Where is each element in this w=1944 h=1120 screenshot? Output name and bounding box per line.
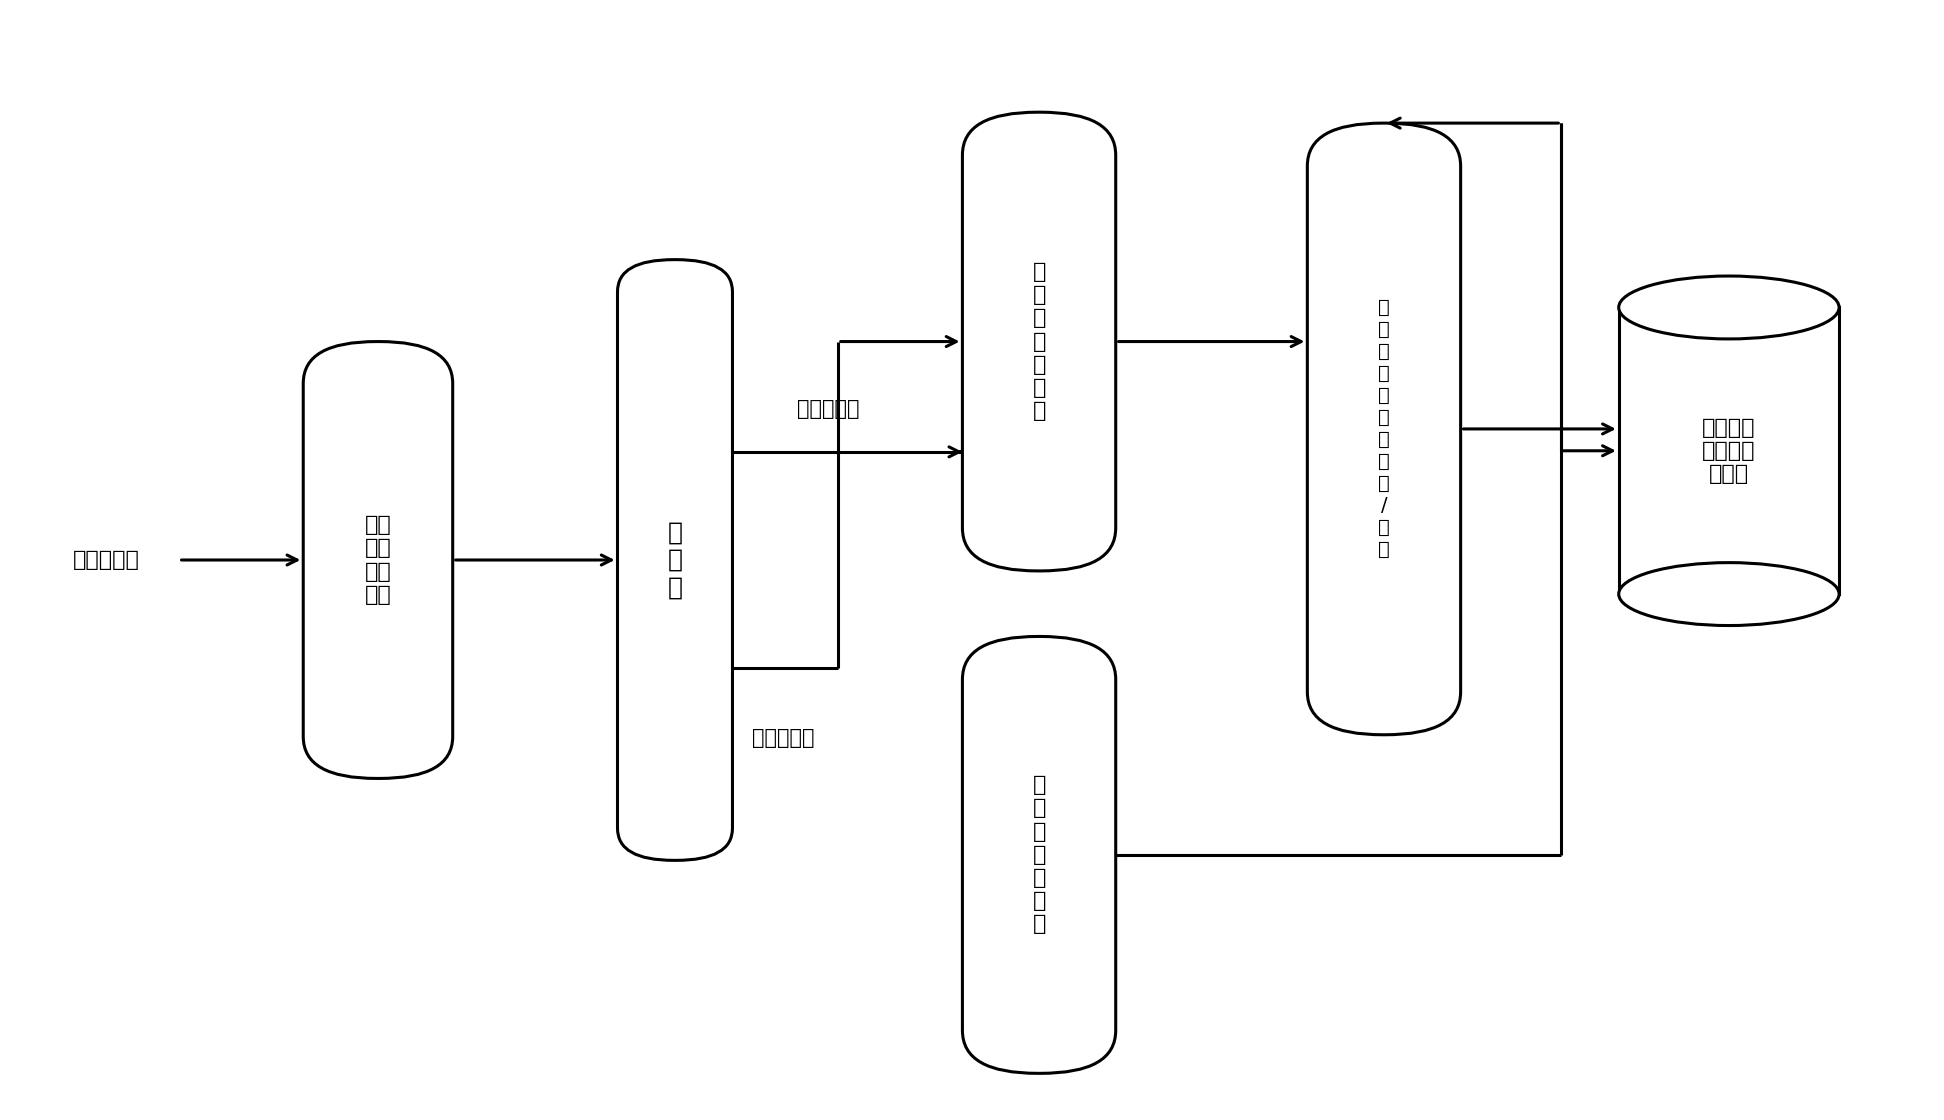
Bar xyxy=(1619,308,1839,594)
Bar xyxy=(1623,310,1835,591)
FancyBboxPatch shape xyxy=(962,112,1116,571)
FancyBboxPatch shape xyxy=(1306,123,1460,735)
FancyBboxPatch shape xyxy=(618,260,733,860)
Ellipse shape xyxy=(1619,562,1839,626)
Text: 轻、重馏
分汽油调
合油品: 轻、重馏 分汽油调 合油品 xyxy=(1703,418,1755,484)
FancyBboxPatch shape xyxy=(962,636,1116,1073)
Text: 临氢
选择
性脱
硫醇: 临氢 选择 性脱 硫醇 xyxy=(365,515,391,605)
Text: 补
充
脱
硫
一
烃
类
异
构
/
芳
构: 补 充 脱 硫 一 烃 类 异 构 / 芳 构 xyxy=(1378,298,1390,559)
Text: 选
择
性
加
氢
脱
硫: 选 择 性 加 氢 脱 硫 xyxy=(1032,262,1046,421)
Text: 烃
类
多
支
链
异
构: 烃 类 多 支 链 异 构 xyxy=(1032,775,1046,934)
Text: 重馏分汽油: 重馏分汽油 xyxy=(752,728,815,748)
Text: 轻馏分汽油: 轻馏分汽油 xyxy=(797,399,859,419)
FancyBboxPatch shape xyxy=(303,342,453,778)
Ellipse shape xyxy=(1619,276,1839,339)
Text: 切
割
塔: 切 割 塔 xyxy=(667,520,682,600)
Text: 全馏分汽油: 全馏分汽油 xyxy=(72,550,140,570)
